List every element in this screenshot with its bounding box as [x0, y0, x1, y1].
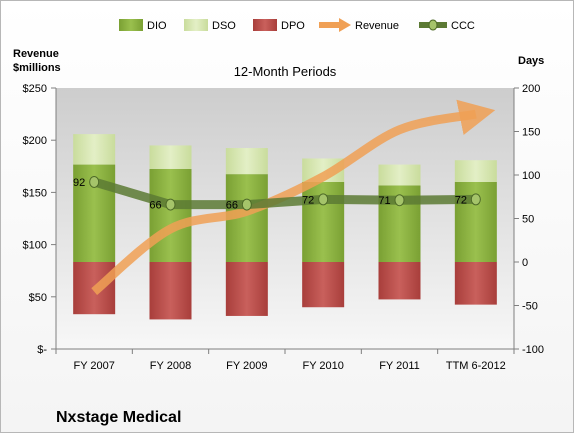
- bar-dso-fy-2007: [73, 134, 116, 165]
- ccc-point-ttm-6-2012: [470, 193, 481, 206]
- axes-layer: $- $50 $100 $150 $200 $250 -100 -50 0 50 100 150 200…: [23, 83, 545, 372]
- legend-label-dpo: DPO: [281, 20, 305, 32]
- bar-dpo-fy-2010: [302, 262, 345, 308]
- right-tick-label: -100: [522, 344, 544, 356]
- right-tick-label: 150: [522, 127, 540, 139]
- left-tick-label: $50: [29, 292, 47, 304]
- ccc-label-fy-2010: 72: [302, 194, 314, 206]
- ccc-label-fy-2007: 92: [73, 177, 85, 189]
- x-tick-label-fy-2007: FY 2007: [73, 360, 114, 372]
- legend-arrow-revenue: [339, 18, 351, 32]
- x-tick-label-fy-2008: FY 2008: [150, 360, 191, 372]
- legend-swatch-dso: [184, 19, 208, 31]
- left-tick-label: $200: [23, 135, 47, 147]
- bar-dpo-fy-2011: [378, 262, 421, 300]
- left-tick-label: $100: [23, 240, 47, 252]
- right-axis-label: Days: [518, 55, 544, 67]
- bar-dso-ttm-6-2012: [454, 160, 497, 182]
- company-name: Nxstage Medical: [56, 409, 181, 426]
- bar-dso-fy-2011: [378, 164, 421, 186]
- bar-dpo-fy-2008: [149, 262, 192, 320]
- legend-swatch-dio: [119, 19, 143, 31]
- right-tick-label: 200: [522, 83, 540, 95]
- right-tick-label: 50: [522, 214, 534, 226]
- x-tick-label-ttm-6-2012: TTM 6-2012: [446, 360, 506, 372]
- left-tick-label: $150: [23, 187, 47, 199]
- right-tick-label: -50: [522, 301, 538, 313]
- legend-label-dso: DSO: [212, 20, 236, 32]
- ccc-label-fy-2011: 71: [378, 195, 390, 207]
- ccc-label-fy-2009: 66: [226, 200, 238, 212]
- ccc-point-fy-2010: [318, 193, 329, 206]
- chart-title: 12-Month Periods: [234, 64, 337, 79]
- right-tick-label: 100: [522, 170, 540, 182]
- left-tick-label: $250: [23, 83, 47, 95]
- x-tick-label-fy-2010: FY 2010: [302, 360, 343, 372]
- ccc-label-fy-2008: 66: [149, 200, 161, 212]
- bar-dso-fy-2008: [149, 145, 192, 169]
- left-tick-label: $-: [37, 344, 47, 356]
- legend-label-dio: DIO: [147, 20, 167, 32]
- left-axis-label-line1: Revenue: [13, 48, 59, 60]
- ccc-point-fy-2008: [165, 198, 176, 211]
- legend-label-revenue: Revenue: [355, 20, 399, 32]
- bar-dpo-ttm-6-2012: [454, 262, 497, 305]
- bar-dso-fy-2009: [225, 148, 268, 175]
- plot-area: [56, 88, 514, 349]
- x-tick-label-fy-2011: FY 2011: [379, 360, 420, 372]
- legend-label-ccc: CCC: [451, 20, 475, 32]
- ccc-point-fy-2007: [89, 175, 100, 188]
- revenue-line: [91, 99, 496, 296]
- ccc-point-fy-2011: [394, 194, 405, 207]
- x-tick-label-fy-2009: FY 2009: [226, 360, 267, 372]
- left-axis-label-line2: $millions: [13, 62, 61, 74]
- right-tick-label: 0: [522, 257, 528, 269]
- ccc-point-fy-2009: [241, 198, 252, 211]
- legend-swatch-dpo: [253, 19, 277, 31]
- bars-layer: [73, 134, 497, 320]
- ccc-label-ttm-6-2012: 72: [455, 194, 467, 206]
- lines-layer: 92 66 66 72 71 72: [73, 99, 496, 296]
- legend: DIO DSO DPO Revenue CCC: [119, 18, 475, 32]
- bar-dpo-fy-2009: [225, 262, 268, 316]
- bar-dio-fy-2008: [149, 168, 192, 262]
- ccc-line: [92, 177, 476, 210]
- legend-marker-ccc: [428, 19, 438, 31]
- bar-dso-fy-2010: [302, 158, 345, 182]
